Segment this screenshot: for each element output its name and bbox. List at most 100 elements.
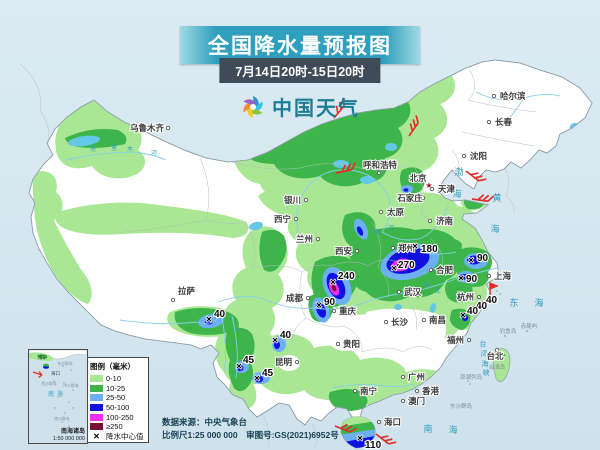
legend-swatch [90,384,103,392]
rain-center-x-icon: ✕ [206,315,213,324]
city-label: 济南 [436,216,454,226]
geo-label: 湾 [481,349,488,358]
clear-areas [278,307,447,371]
city-marker: 乌鲁木齐 [129,122,171,134]
city-label: 郑州 [398,243,415,253]
city-marker: 呼和浩特 [362,159,398,176]
city-label: 广州 [408,372,425,382]
rain-center-amount: 40 [280,330,292,341]
legend-item-label: 50-100 [106,403,130,413]
city-marker: 昆明 [274,356,300,368]
legend-center-row: ✕ 降水中心值 [90,432,144,442]
city-marker: 拉萨 [170,285,197,303]
small-islands [467,290,528,385]
source-line1: 数据来源：中央气象台 [162,417,248,427]
city-label: 沈阳 [470,151,487,161]
city-dot [420,195,426,201]
city-marker: 西安 [334,245,360,257]
city-dot [315,236,321,242]
wind-barb-icon [334,423,358,433]
rain-center-values-layer: ✕ 180✕ 270✕240✕ 90✕ 90✕ 90✕ 40✕ 40✕45✕ 45✕ 40✕ 40✕… [205,241,499,450]
city-label: 银川 [283,195,301,205]
city-marker: 太原 [378,206,406,218]
rain-center-value: ✕45 [253,367,275,384]
city-dot [376,170,382,176]
rain-center-x-icon: ✕ [468,304,475,313]
logo-text: 中国天气 [272,98,360,120]
rain-center-amount: 90 [466,274,478,285]
city-dot [427,218,433,224]
city-label: 成都 [286,293,304,303]
city-label: 香港 [421,386,440,396]
geo-label: 钓鱼岛 [500,327,517,335]
rivers [65,91,561,389]
city-label: 乌鲁木齐 [130,123,165,133]
precipitation-layers [32,60,580,411]
rain-center-amount: 45 [262,368,274,379]
rain-center-amount: 90 [324,297,336,308]
city-dot [335,341,341,347]
city-marker: 重庆 [331,305,358,317]
city-marker: 济南 [427,215,455,227]
rain-center-value: ✕ 40 [271,329,293,346]
capital-star-icon: ★ [425,181,432,190]
city-label: 昆明 [275,357,293,367]
city-label: 兰州 [296,234,313,244]
legend-title: 图例（毫米） [90,362,135,371]
city-marker: ★北京 [408,172,432,190]
taiwan-island [492,348,511,383]
inset-city-label: 南宁 [38,354,47,360]
geo-labels-layer: 渤海 黄海东 海南 海台湾海峡台湾岛钓鱼岛赤尾屿澎湖列岛东沙群岛塔里木河黄河长江 [90,145,544,435]
city-dot [331,308,337,314]
city-label: 合肥 [435,265,454,275]
geo-label: 海 [482,359,489,368]
legend-swatch [90,413,103,421]
legend-item-label: 0-10 [106,374,122,384]
city-dot [294,359,300,365]
city-dot [494,347,500,353]
city-marker: 广州 [400,371,426,383]
geo-label: 江 [435,288,441,295]
legend-swatch [90,375,103,383]
geo-label: 黄 [492,192,501,203]
city-label: 天津 [438,184,456,194]
city-marker: 台北 [485,347,505,362]
rain-center-x-icon: ✕ [236,362,243,371]
city-label: 西安 [335,246,353,256]
inset-island-dots [53,365,74,427]
city-marker: 武汉 [396,286,423,298]
typhoon-flag-icon [489,281,499,298]
geo-label: 里 [111,145,117,152]
geo-label: 台 [480,339,487,348]
city-dot [170,297,176,303]
legend-swatch [90,394,103,402]
legend-item-label: 10-25 [106,383,126,393]
rain-center-icon: ✕ [93,431,100,441]
city-dot [293,216,299,222]
rain-center-x-icon: ✕ [478,299,485,308]
rain-center-x-icon: ✕ [316,301,323,310]
city-dot [165,125,171,131]
rain-center-value: ✕ 270 [390,259,416,274]
rain-center-x-icon: ✕ [272,336,279,345]
source-note: 数据来源：中央气象台 比例尺1:25 000 000 审图号:GS(2021)6… [162,416,339,442]
city-label: 拉萨 [178,286,196,296]
geo-label: 台湾岛 [489,363,506,371]
city-label: 重庆 [339,306,357,316]
city-dot [486,273,492,279]
legend-item: 10-25 [90,384,144,394]
legend-item: 0-10 [90,374,144,384]
inset-city-label: 海口 [51,370,60,377]
city-marker: 贵阳 [335,338,361,350]
city-dot [390,245,396,251]
city-dot [378,209,384,215]
rain-center-x-icon: ✕ [460,311,467,320]
rain-center-value: ✕240 [329,270,356,288]
rain-center-x-icon: ✕ [412,242,419,251]
legend-item: 25-50 [90,393,144,403]
geo-label: 东沙群岛 [450,402,473,410]
south-china-sea-inset: 南宁 海口 东沙群岛 西沙群岛 中沙群岛 南沙群岛 南海 南海诸岛 1:50 000 000 [28,349,88,444]
inset-typhoon-arrow-icon [32,371,43,379]
